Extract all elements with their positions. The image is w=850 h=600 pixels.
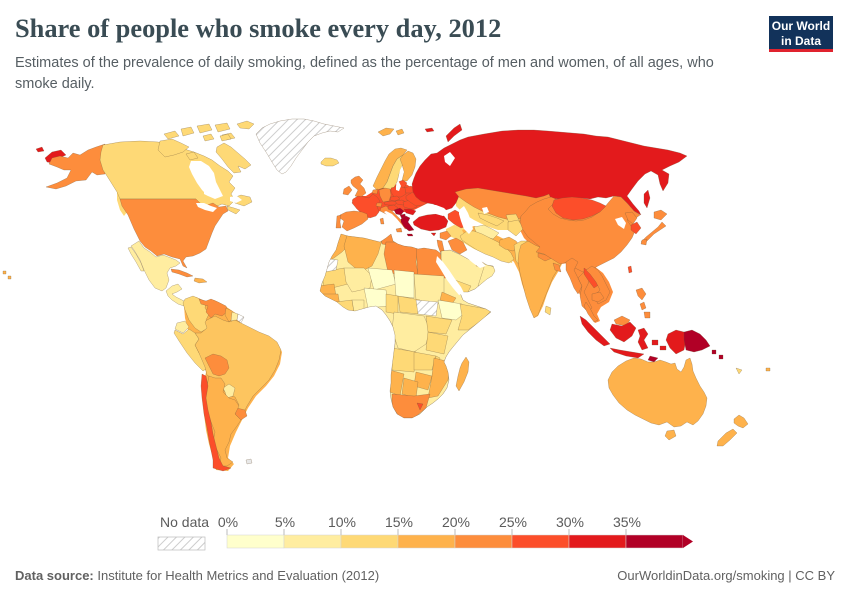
svg-text:0%: 0%: [218, 514, 238, 530]
svg-text:15%: 15%: [385, 514, 413, 530]
svg-text:No data: No data: [160, 514, 209, 530]
svg-text:20%: 20%: [442, 514, 470, 530]
svg-text:30%: 30%: [556, 514, 584, 530]
svg-text:5%: 5%: [275, 514, 295, 530]
svg-text:10%: 10%: [328, 514, 356, 530]
svg-text:25%: 25%: [499, 514, 527, 530]
svg-text:35%: 35%: [613, 514, 641, 530]
